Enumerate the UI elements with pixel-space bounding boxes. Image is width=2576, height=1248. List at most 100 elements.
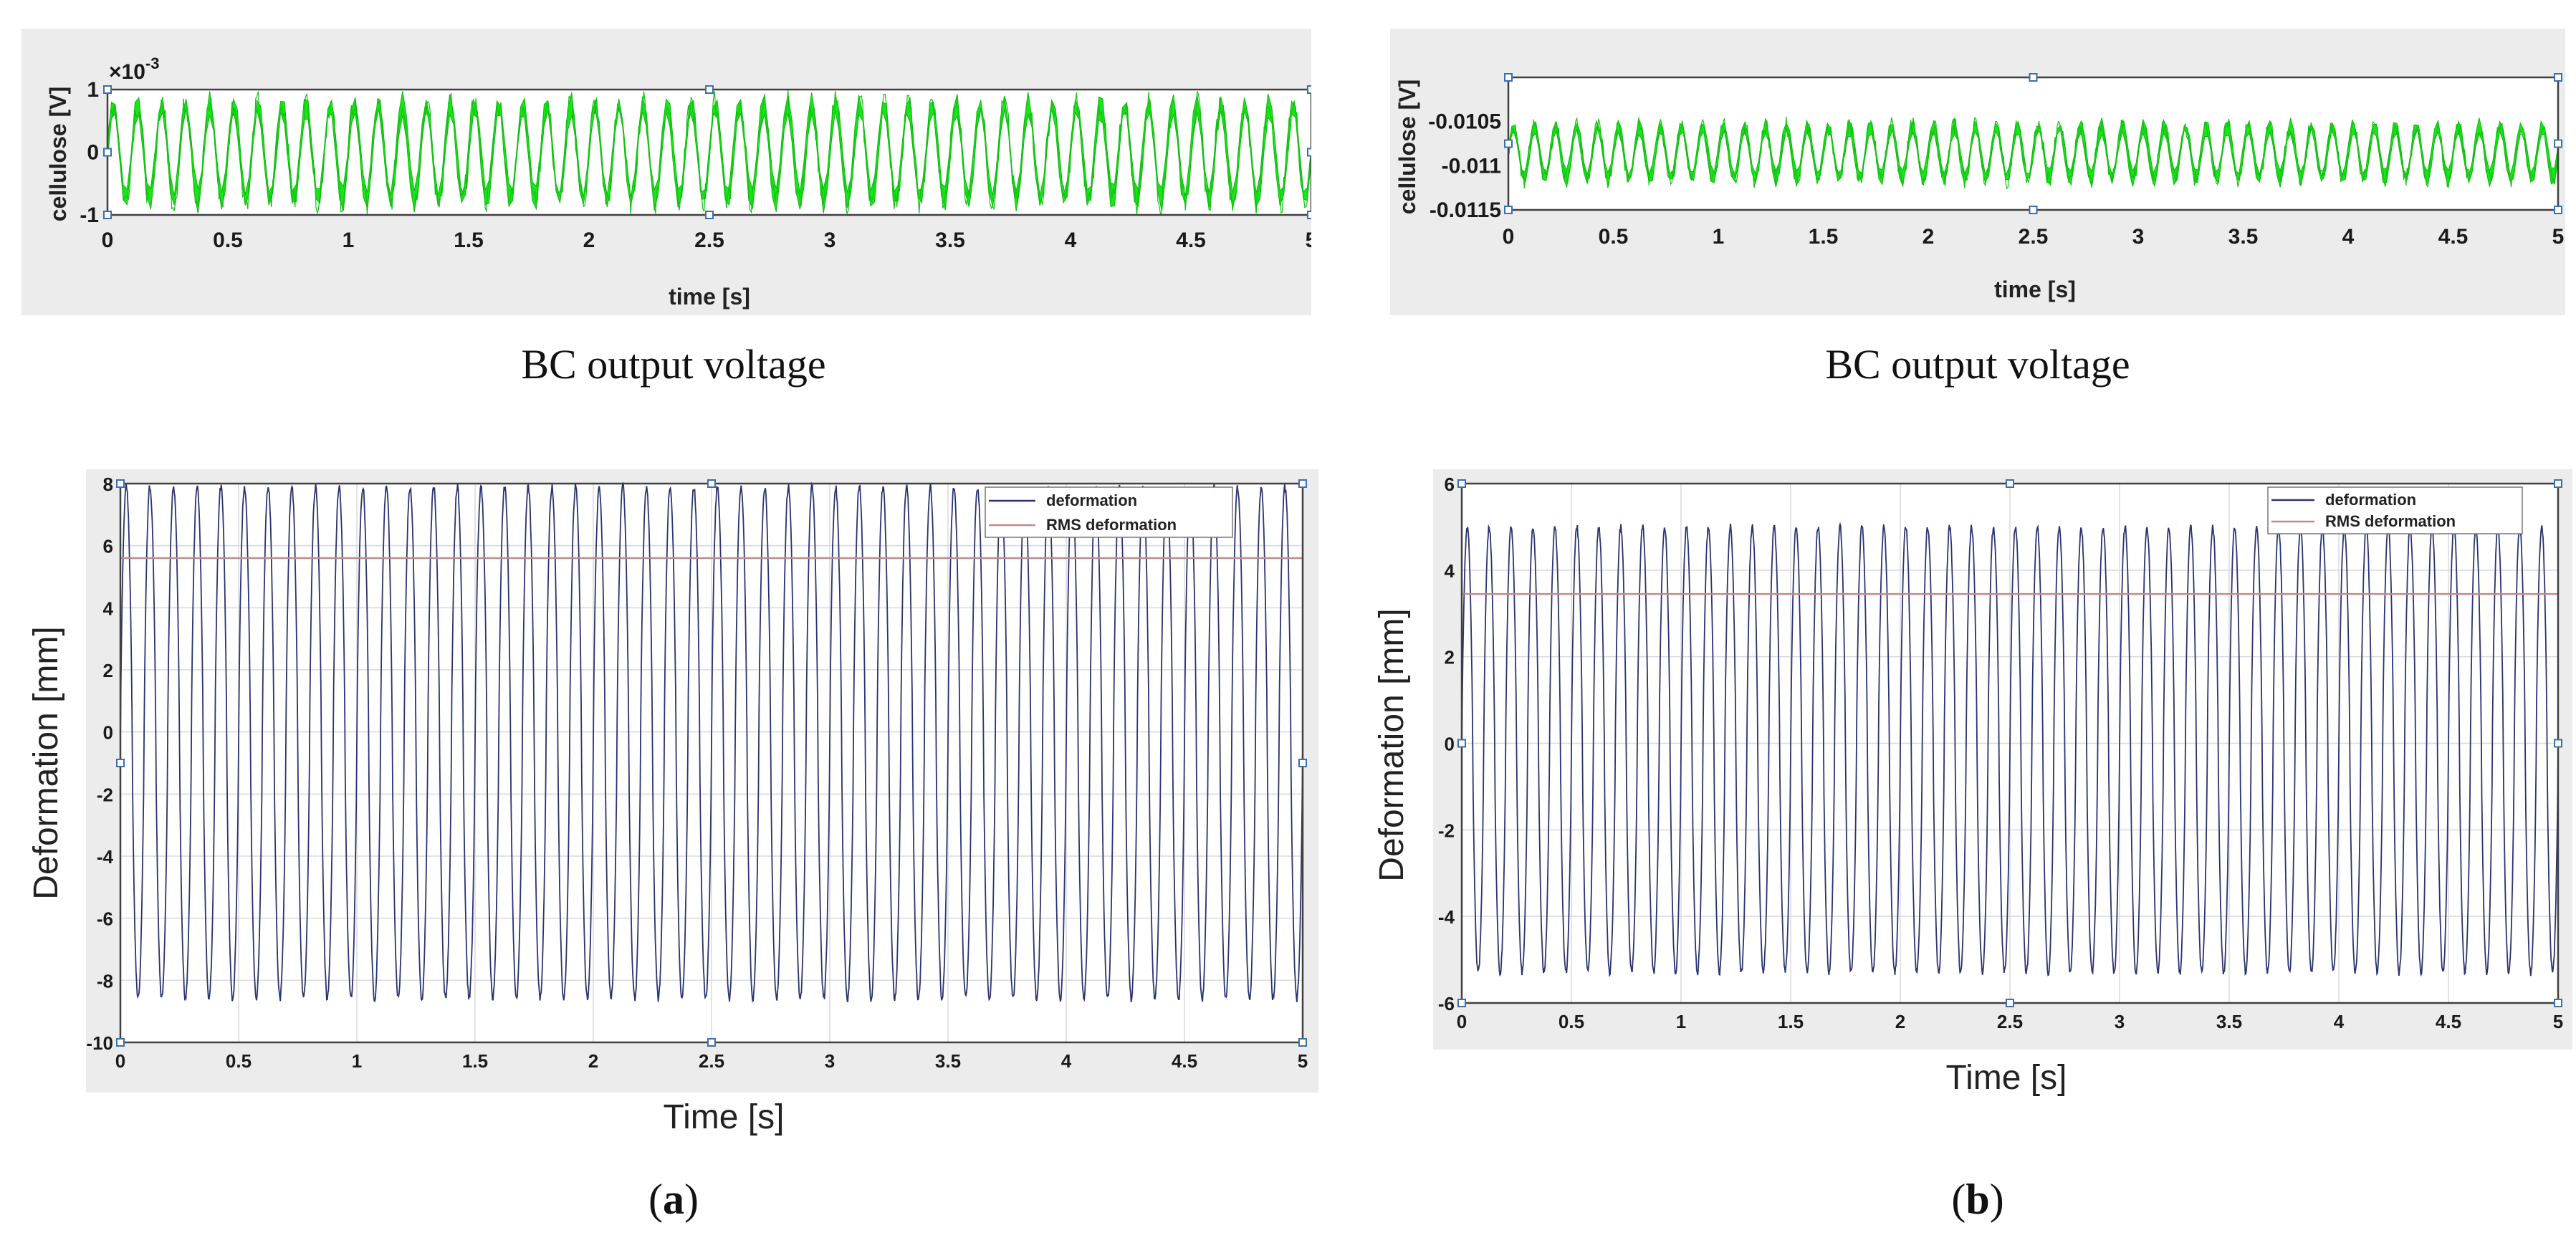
x-tick-label: 3.5 <box>2228 225 2259 249</box>
x-tick-label: 1 <box>352 1050 362 1072</box>
x-tick-label: 5 <box>1306 229 1311 252</box>
y-tick-label: 0 <box>87 141 99 165</box>
legend-label-deformation: deformation <box>1046 491 1137 509</box>
x-tick-label: 4.5 <box>2436 1011 2461 1032</box>
x-axis-label: time [s] <box>669 284 750 309</box>
caption-voltage-b: BC output voltage <box>1825 341 2130 388</box>
selection-handle[interactable] <box>2554 479 2562 488</box>
x-tick-label: 4.5 <box>1172 1050 1197 1072</box>
selection-handle[interactable] <box>1457 479 1466 488</box>
x-tick-label: 2.5 <box>699 1050 724 1072</box>
y-axis-label: cellulose [V] <box>45 87 71 222</box>
selection-handle[interactable] <box>116 479 125 488</box>
selection-handle[interactable] <box>2554 739 2562 748</box>
y-tick-label: -10 <box>86 1032 113 1054</box>
x-tick-label: 2 <box>588 1050 598 1072</box>
selection-handle[interactable] <box>1457 739 1466 748</box>
selection-handle[interactable] <box>2554 206 2562 214</box>
x-tick-label: 4 <box>2342 225 2355 249</box>
y-tick-label: -1 <box>80 203 99 227</box>
voltage-signal <box>107 91 1311 213</box>
x-tick-label: 1 <box>343 229 355 252</box>
y-tick-label: -2 <box>1438 820 1455 841</box>
deformation-line <box>120 481 1303 1003</box>
selection-handle[interactable] <box>2554 73 2562 82</box>
y-tick-label: -6 <box>97 908 113 930</box>
y-tick-label: -0.0115 <box>1430 198 1501 222</box>
selection-handle[interactable] <box>1307 148 1311 157</box>
x-ticks: 0 0.5 1 1.5 2 2.5 3 3.5 4 4.5 5 <box>1457 1011 2563 1032</box>
selection-handle[interactable] <box>116 759 125 767</box>
y-tick-label: 4 <box>1445 560 1455 582</box>
deformation-chart-a: 0 0.5 1 1.5 2 2.5 3 3.5 4 4.5 5 8 6 4 2 0 -2 -4 -6 -8 -10 d… <box>27 469 1318 1136</box>
selection-handle[interactable] <box>116 1038 125 1047</box>
selection-handle[interactable] <box>1504 139 1513 148</box>
x-axis-label: Time [s] <box>1946 1059 2067 1097</box>
x-tick-label: 2 <box>1895 1011 1905 1032</box>
selection-handle[interactable] <box>103 148 112 157</box>
y-tick-label: 0 <box>103 722 113 744</box>
y-tick-label: -4 <box>1438 906 1455 928</box>
x-axis-label: Time [s] <box>664 1098 785 1136</box>
x-tick-label: 3.5 <box>935 1050 961 1072</box>
x-ticks: 0 0.5 1 1.5 2 2.5 3 3.5 4 4.5 5 <box>115 1050 1308 1072</box>
selection-handle[interactable] <box>2554 139 2562 148</box>
x-tick-label: 1.5 <box>1809 225 1839 249</box>
selection-handle[interactable] <box>705 211 714 219</box>
selection-handles <box>116 479 1307 1047</box>
x-tick-label: 3 <box>2115 1011 2125 1032</box>
selection-handle[interactable] <box>1504 73 1513 82</box>
selection-handles <box>103 85 1311 219</box>
sub-caption-b: (b) <box>1951 1176 2004 1223</box>
x-tick-label: 5 <box>1298 1050 1308 1072</box>
selection-handle[interactable] <box>707 479 716 488</box>
x-tick-label: 0 <box>1503 225 1515 249</box>
x-tick-label: 0.5 <box>213 229 243 252</box>
selection-handle[interactable] <box>1307 211 1311 219</box>
selection-handle[interactable] <box>1298 1038 1307 1047</box>
y-tick-label: 6 <box>103 536 113 557</box>
x-tick-label: 4.5 <box>1176 229 1206 252</box>
x-tick-label: 4 <box>1061 1050 1072 1072</box>
selection-handle[interactable] <box>2006 479 2014 488</box>
selection-handle[interactable] <box>1307 85 1311 94</box>
x-tick-label: 4 <box>2334 1011 2345 1032</box>
x-tick-label: 3 <box>825 1050 835 1072</box>
x-ticks: 0 0.5 1 1.5 2 2.5 3 3.5 4 4.5 5 <box>102 229 1311 252</box>
selection-handle[interactable] <box>1457 999 1466 1007</box>
selection-handles <box>1457 479 2562 1007</box>
voltage-noise <box>1508 116 2559 190</box>
x-tick-label: 3 <box>824 229 836 252</box>
x-tick-label: 2 <box>1923 225 1935 249</box>
x-tick-label: 0.5 <box>1599 225 1629 249</box>
legend-box <box>2267 486 2523 534</box>
selection-handle[interactable] <box>2006 999 2014 1007</box>
selection-handle[interactable] <box>2554 999 2562 1007</box>
y-exponent-label: ×10-3 <box>109 54 159 84</box>
selection-handle[interactable] <box>1298 759 1307 767</box>
voltage-chart-a: 00.511.522.533.544.55 10-1 ×10-3 time [s… <box>21 29 1311 315</box>
selection-handles <box>1504 73 2562 214</box>
selection-handle[interactable] <box>103 85 112 94</box>
y-tick-label: 4 <box>103 597 114 619</box>
signal-layer <box>120 481 1303 1003</box>
signal-layer <box>107 90 1311 215</box>
y-tick-label: -0.0105 <box>1428 110 1501 134</box>
selection-handle[interactable] <box>2029 206 2038 214</box>
selection-handle[interactable] <box>103 211 112 219</box>
legend-label-rms: RMS deformation <box>2325 512 2456 530</box>
selection-handle[interactable] <box>705 85 714 94</box>
y-tick-label: 1 <box>87 78 99 102</box>
x-tick-label: 1.5 <box>454 229 484 252</box>
x-tick-label: 3 <box>2132 225 2145 249</box>
x-tick-label: 0 <box>102 229 114 252</box>
selection-handle[interactable] <box>707 1038 716 1047</box>
signal-layer <box>1461 522 2559 978</box>
y-tick-label: -6 <box>1438 993 1455 1014</box>
y-ticks: -0.0105 -0.011 -0.0115 <box>1428 110 1501 222</box>
legend: deformation RMS deformation <box>985 486 1233 538</box>
selection-handle[interactable] <box>2029 73 2038 82</box>
selection-handle[interactable] <box>1298 479 1307 488</box>
selection-handle[interactable] <box>1504 206 1513 214</box>
x-axis-label: time [s] <box>1994 277 2076 302</box>
